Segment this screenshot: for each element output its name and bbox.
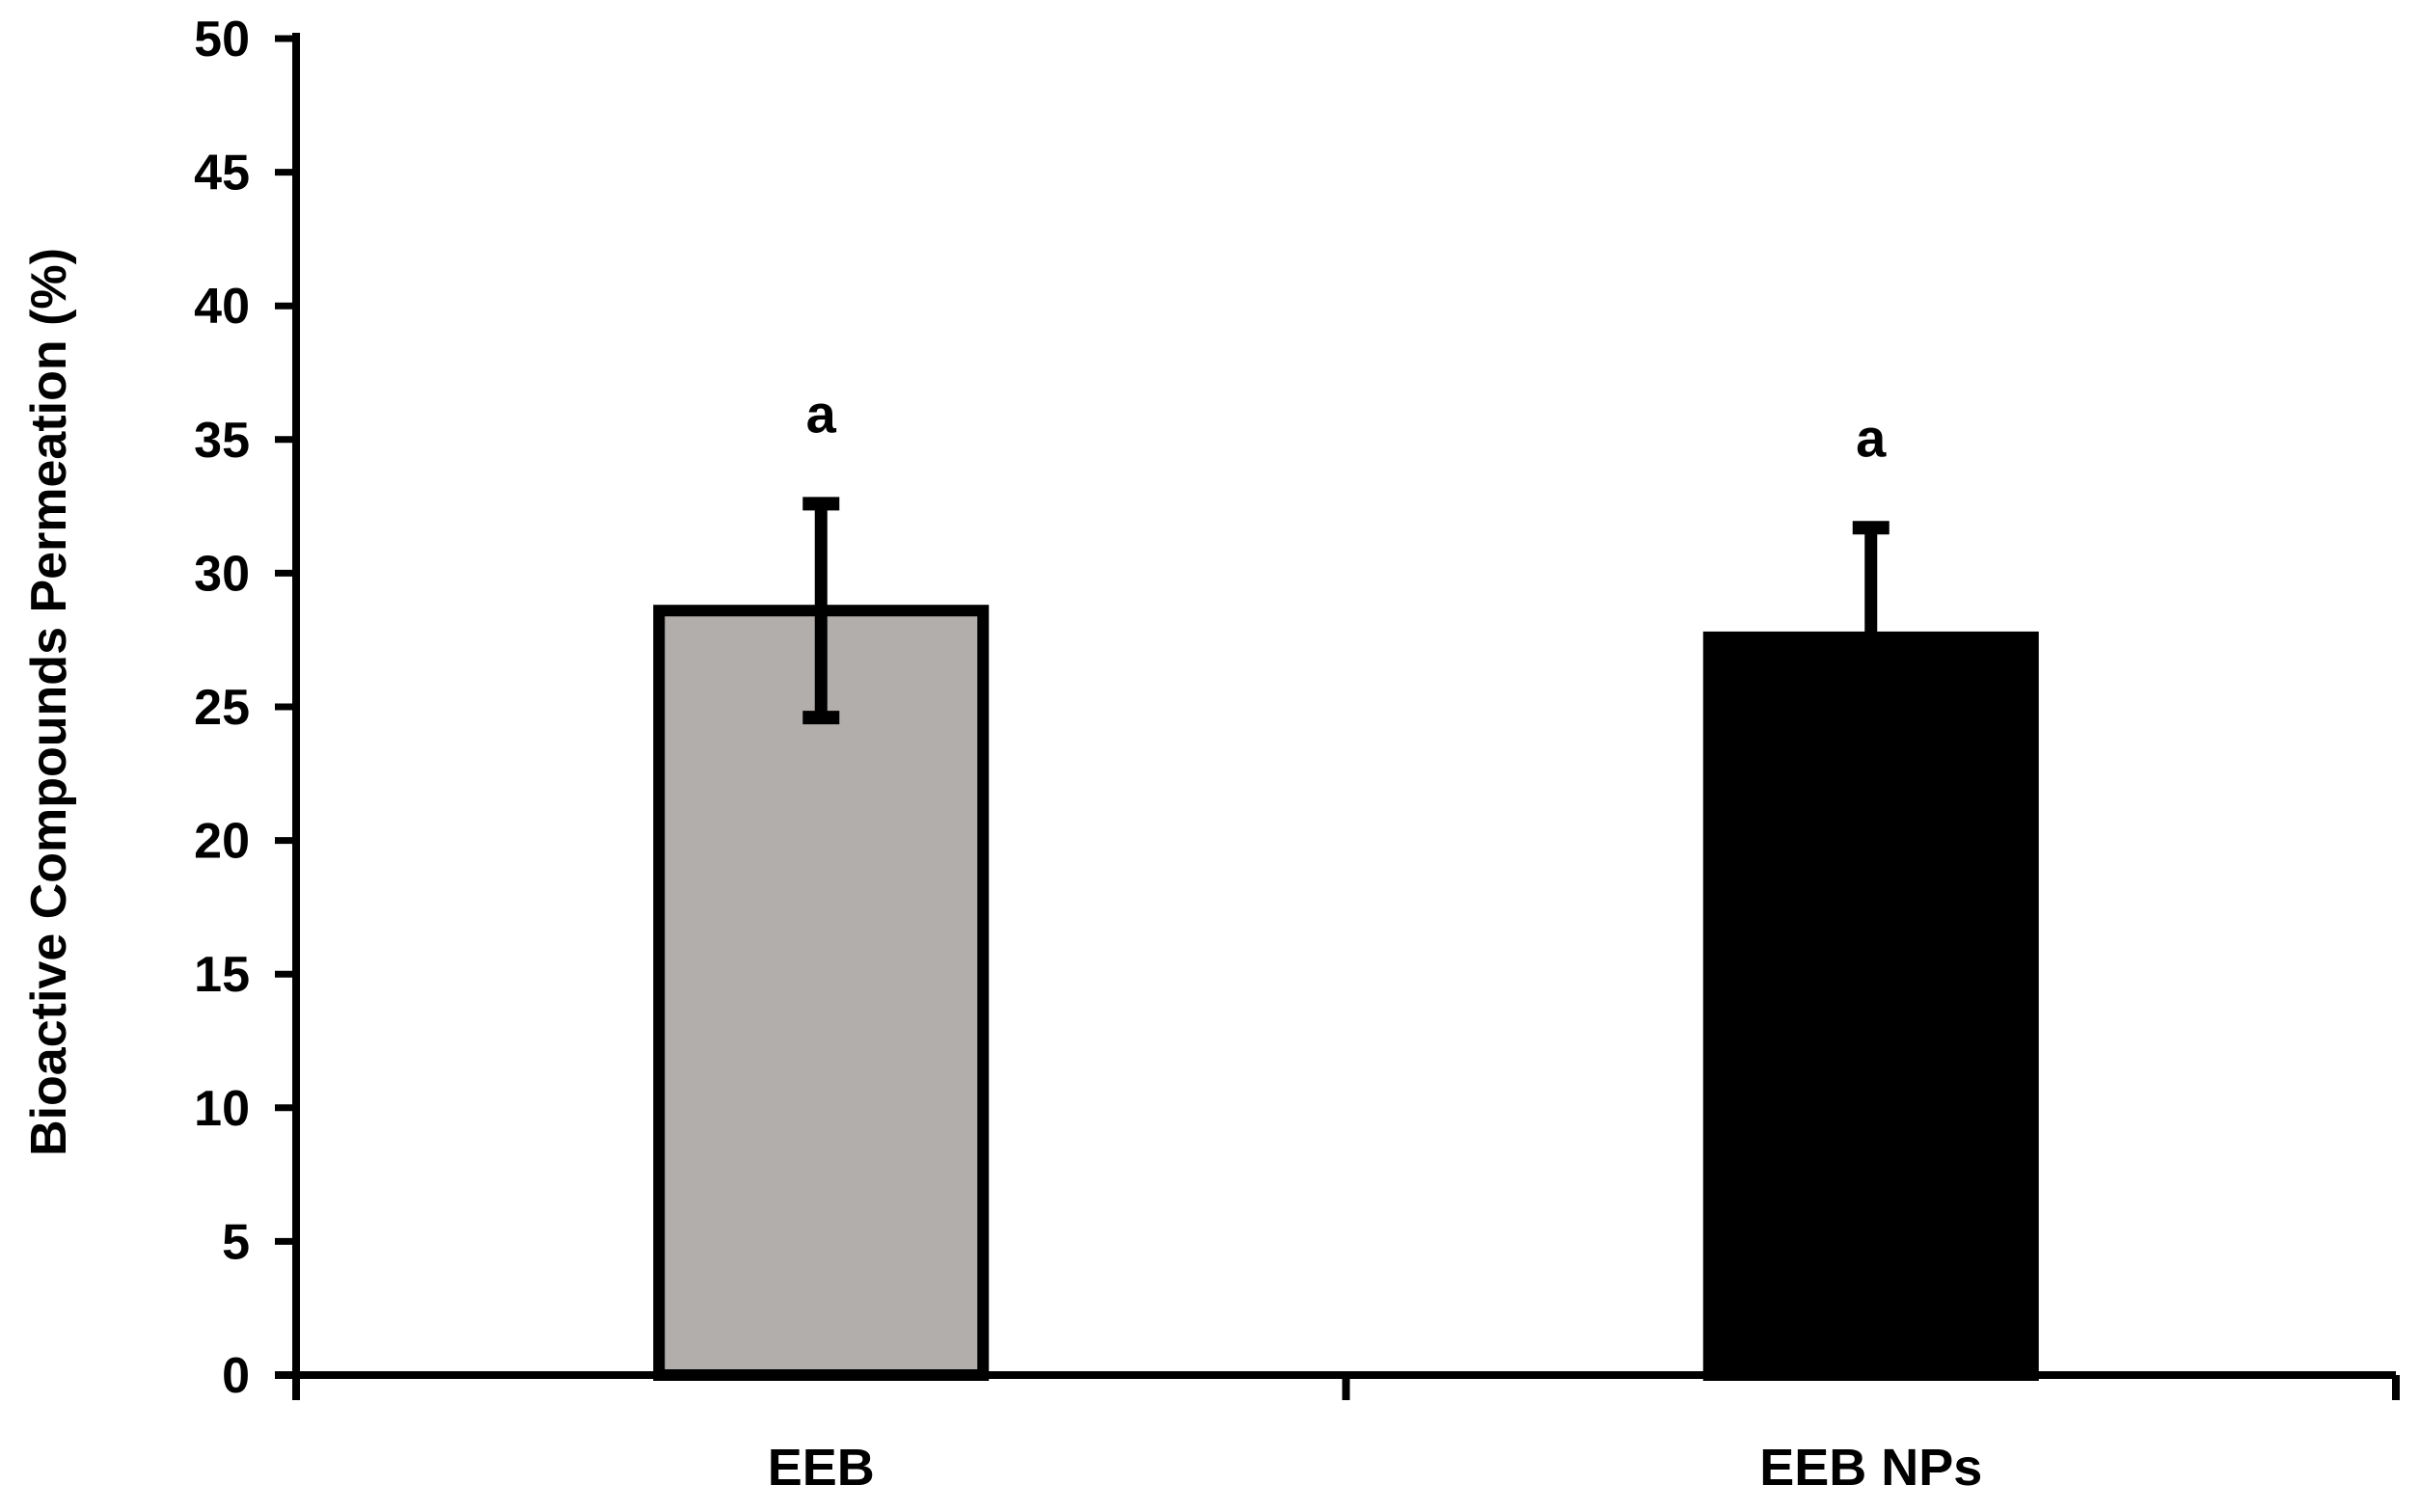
x-tick-label: EEB NPs xyxy=(1759,1439,1982,1497)
y-tick-label: 15 xyxy=(194,947,250,1003)
y-tick-label: 0 xyxy=(222,1348,250,1404)
y-tick-label: 25 xyxy=(194,680,250,736)
y-tick-label: 20 xyxy=(194,814,250,870)
y-axis-ticks: 0 5 10 15 20 25 30 35 40 45 50 xyxy=(194,12,296,1404)
significance-label: a xyxy=(1856,407,1887,468)
y-tick-label: 35 xyxy=(194,413,250,469)
axes xyxy=(275,33,2400,1400)
y-tick-label: 10 xyxy=(194,1081,250,1137)
y-tick-label: 50 xyxy=(194,12,250,68)
bars: a EEB a EEB NPs xyxy=(653,383,2039,1497)
y-tick-label: 30 xyxy=(194,546,250,602)
x-tick-label: EEB xyxy=(768,1439,875,1497)
bar-eeb xyxy=(653,605,990,1381)
bar-eeb-nps xyxy=(1702,631,2039,1381)
y-tick-label: 40 xyxy=(194,279,250,335)
y-axis-label: Bioactive Compounds Permeation (%) xyxy=(21,248,77,1156)
y-tick-label: 5 xyxy=(222,1214,250,1270)
y-tick-label: 45 xyxy=(194,146,250,202)
significance-label: a xyxy=(806,383,837,444)
